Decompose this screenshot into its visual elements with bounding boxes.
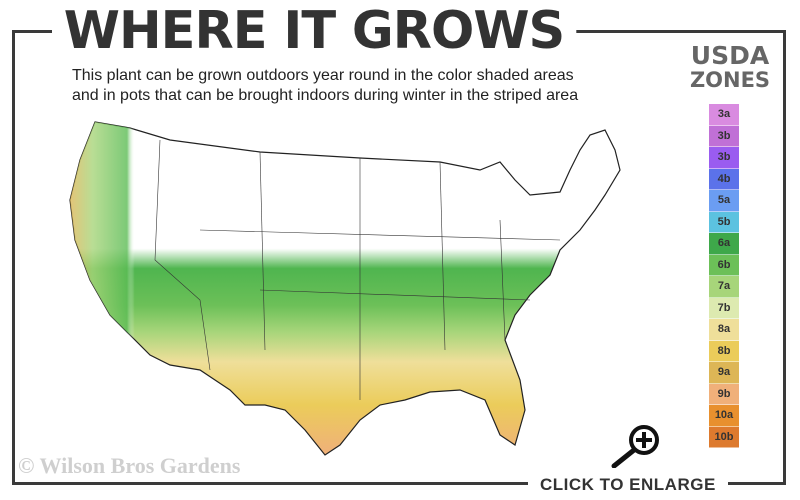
copyright-watermark: © Wilson Bros Gardens — [18, 453, 241, 478]
subtitle-line-1: This plant can be grown outdoors year ro… — [72, 67, 574, 84]
legend-zone-5a: 5a — [709, 190, 739, 212]
legend-zone-9b: 9b — [709, 383, 739, 405]
legend-zone-4b: 4b — [709, 168, 739, 190]
page-title: WHERE IT GROWS — [52, 0, 577, 62]
us-zone-map[interactable] — [60, 100, 670, 470]
legend-zone-10a: 10a — [709, 405, 739, 427]
west-coast-zones — [70, 122, 260, 370]
legend-zone-3b: 3b — [709, 125, 739, 147]
legend-zone-3b: 3b — [709, 147, 739, 169]
legend-zone-3a: 3a — [709, 104, 739, 126]
click-to-enlarge-button[interactable]: CLICK TO ENLARGE — [528, 474, 728, 496]
magnifier-plus-icon[interactable] — [608, 424, 664, 468]
legend-zone-10b: 10b — [709, 426, 739, 448]
legend-title-line-1: USDA — [690, 41, 770, 70]
legend-zone-9a: 9a — [709, 362, 739, 384]
legend-zone-8b: 8b — [709, 340, 739, 362]
legend-zone-7b: 7b — [709, 297, 739, 319]
subtitle: This plant can be grown outdoors year ro… — [72, 66, 578, 106]
legend-zone-5b: 5b — [709, 211, 739, 233]
zone-legend: 3a 3b 3b 4b 5a 5b 6a 6b 7a 7b 8a 8b 9a 9b 10a 10b — [709, 104, 739, 448]
legend-zone-7a: 7a — [709, 276, 739, 298]
legend-zone-6a: 6a — [709, 233, 739, 255]
subtitle-line-2: and in pots that can be brought indoors … — [72, 87, 579, 104]
legend-zone-6b: 6b — [709, 254, 739, 276]
state-borders — [154, 139, 561, 400]
legend-zone-8a: 8a — [709, 319, 739, 341]
legend-title-line-2: ZONES — [689, 68, 771, 92]
legend-title: USDA ZONES — [680, 41, 780, 92]
